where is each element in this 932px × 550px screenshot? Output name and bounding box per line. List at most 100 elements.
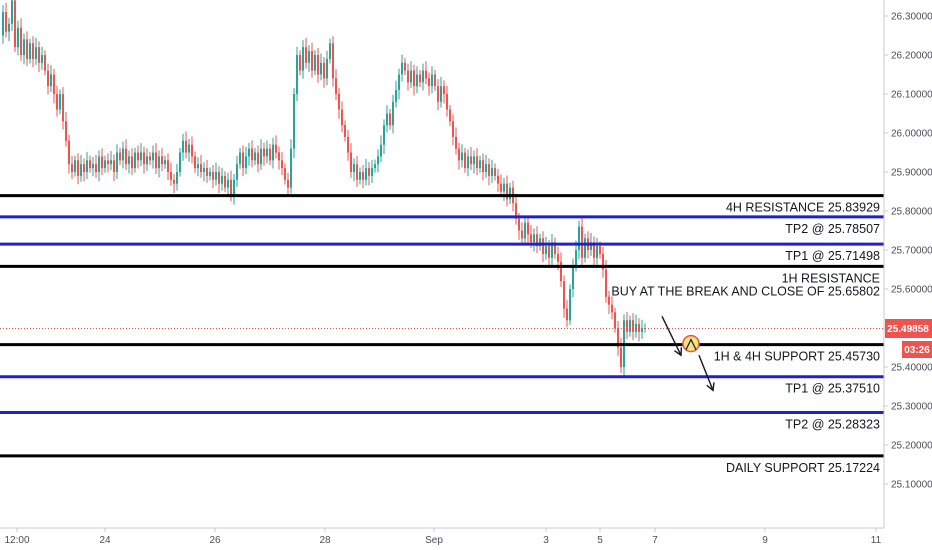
candle-body (92, 164, 94, 169)
candle-body (212, 172, 214, 180)
candle-body (11, 0, 13, 24)
x-tick-label: 26 (209, 535, 221, 546)
candle-body (152, 152, 154, 161)
time-axis[interactable]: 12:00 24 26 28 Sep 3 5 7 9 11 (0, 527, 932, 550)
level-label: TP2 @ 25.28323 (785, 418, 880, 432)
candle-body (146, 156, 148, 165)
candle-body (338, 94, 340, 110)
candle-body (242, 152, 244, 169)
arrow-head (706, 382, 715, 392)
candle-body (122, 148, 124, 161)
candle-body (635, 324, 637, 332)
candle-body (431, 74, 433, 87)
annotation-markers (661, 315, 715, 392)
target-circle-marker (682, 334, 700, 353)
level-label-secondary: BUY AT THE BREAK AND CLOSE OF 25.65802 (611, 284, 880, 298)
candle-body (365, 168, 367, 180)
candle-body (23, 39, 25, 55)
candle-body (161, 156, 163, 165)
candle-body (278, 152, 280, 161)
candle-body (137, 152, 139, 161)
candle-body (302, 47, 304, 71)
candle-body (455, 136, 457, 149)
candle-body (518, 218, 520, 231)
candle-body (17, 27, 19, 48)
candle-body (572, 265, 574, 289)
candle-body (329, 43, 331, 59)
candle-body (173, 179, 175, 184)
candle-body (380, 144, 382, 157)
candle-body (359, 172, 361, 180)
candle-body (275, 144, 277, 153)
candle-body (542, 238, 544, 254)
candle-body (305, 47, 307, 63)
x-tick-label: 9 (762, 535, 768, 546)
candle-body (617, 328, 619, 348)
candle-body (287, 179, 289, 188)
candle-body (209, 172, 211, 176)
candle-body (590, 242, 592, 250)
candle-body (125, 148, 127, 165)
candle-body (374, 164, 376, 169)
candle-body (158, 156, 160, 169)
candle-body (464, 152, 466, 169)
candle-body (563, 281, 565, 309)
candle-body (164, 160, 166, 165)
candle-body (314, 55, 316, 71)
candle-body (251, 148, 253, 161)
y-tick-label: 26.20000 (891, 51, 932, 62)
candle-body (335, 78, 337, 94)
candle-body (53, 74, 55, 94)
candle-body (236, 164, 238, 180)
candle-body (356, 164, 358, 180)
candle-body (602, 253, 604, 270)
candle-body (5, 12, 7, 32)
candle-body (524, 222, 526, 239)
candle-body (596, 246, 598, 258)
candle-body (179, 152, 181, 172)
candle-body (377, 156, 379, 165)
candle-body (26, 39, 28, 59)
x-tick-label: 3 (543, 535, 549, 546)
candle-body (269, 148, 271, 161)
candle-body (620, 347, 622, 367)
candle-body (170, 172, 172, 180)
candle-body (323, 62, 325, 79)
candle-body (131, 156, 133, 169)
candle-body (509, 187, 511, 200)
candle-body (59, 94, 61, 110)
candle-body (641, 328, 643, 332)
candle-body (155, 152, 157, 169)
candle-body (443, 86, 445, 94)
candle-body (227, 179, 229, 188)
candle-body (29, 43, 31, 59)
candle-body (182, 140, 184, 153)
candle-body (260, 148, 262, 165)
candle-body (434, 74, 436, 87)
y-tick-label: 25.80000 (891, 207, 932, 218)
candle-body (629, 320, 631, 332)
candle-body (221, 175, 223, 184)
candle-body (536, 234, 538, 247)
candle-body (308, 51, 310, 63)
candle-body (344, 125, 346, 137)
price-axis[interactable]: 26.30000 26.20000 26.10000 26.00000 25.90000… (883, 0, 932, 550)
candle-body (176, 172, 178, 184)
candle-body (317, 55, 319, 75)
candle-body (578, 226, 580, 250)
level-labels: 4H RESISTANCE 25.83929 TP2 @ 25.78507 TP1 … (611, 201, 880, 475)
candle-body (407, 70, 409, 83)
candle-body (116, 152, 118, 172)
x-tick-label: Sep (425, 535, 443, 546)
candle-body (263, 148, 265, 157)
arrow-shaft (698, 355, 714, 391)
candle-body (383, 125, 385, 145)
candle-body (332, 43, 334, 79)
y-tick-label: 25.60000 (891, 285, 932, 296)
candle-body (446, 94, 448, 110)
candle-body (632, 320, 634, 332)
candle-body (32, 43, 34, 59)
candle-body (83, 164, 85, 172)
candle-body (467, 156, 469, 169)
candle-body (485, 164, 487, 172)
